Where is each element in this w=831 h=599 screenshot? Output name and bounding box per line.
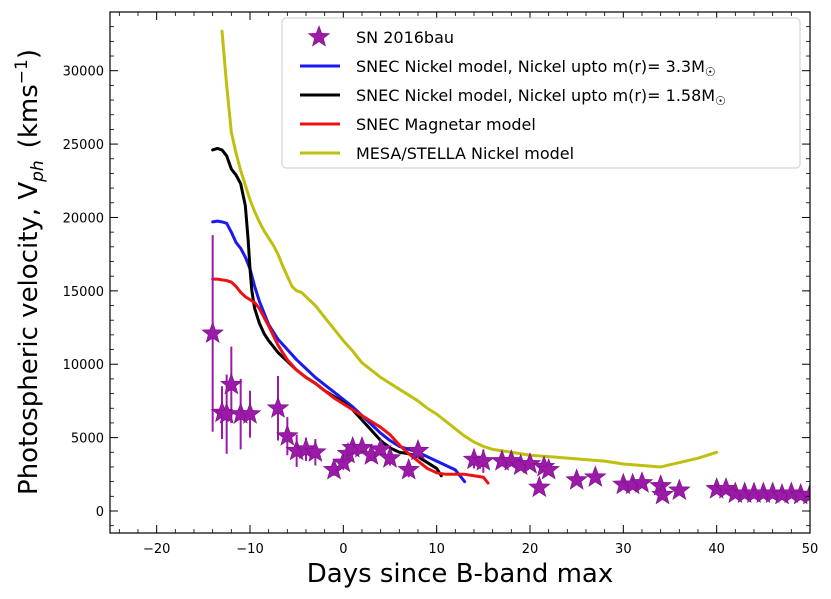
x-axis-title: Days since B-band max	[307, 559, 614, 589]
y-tick-label: 15000	[63, 285, 104, 300]
data-point-star	[630, 471, 654, 493]
y-tick-label: 5000	[71, 432, 104, 447]
data-point-star	[584, 465, 607, 487]
y-axis-title-main: Photospheric velocity, V	[14, 182, 44, 495]
data-point-star	[518, 452, 542, 474]
scatter-layer	[201, 235, 810, 505]
data-point-star	[537, 458, 560, 480]
x-tick-label: 0	[339, 542, 347, 557]
ticks-layer: −20 −10 0 10 20 30 40 50 0 5000 10000 15000 20000 250…	[63, 11, 819, 557]
y-tick-label: 0	[96, 505, 104, 520]
y-tick-label: 25000	[63, 138, 104, 153]
data-point-star	[528, 475, 551, 498]
y-tick-label: 20000	[63, 211, 104, 226]
data-point-star	[238, 402, 262, 424]
x-tick-label: 50	[802, 542, 819, 557]
y-tick-label: 30000	[63, 65, 104, 80]
y-axis-title-sub: ph	[28, 160, 48, 183]
y-axis-title-units-sup: −1	[12, 59, 32, 84]
x-tick-label: 10	[428, 542, 445, 557]
plot-frame	[109, 11, 811, 534]
x-tick-label: 30	[615, 542, 632, 557]
x-tick-label: −10	[236, 542, 263, 557]
y-axis-title-units: (kms	[14, 84, 44, 148]
data-point-star	[304, 440, 327, 462]
data-point-star	[668, 478, 691, 501]
data-point-star	[369, 437, 392, 459]
data-point-star	[266, 396, 290, 418]
x-tick-label: 20	[522, 542, 539, 557]
data-point-star	[201, 321, 224, 343]
y-tick-label: 10000	[63, 358, 104, 373]
data-point-star	[651, 482, 674, 505]
y-axis-title-units-close: )	[14, 49, 44, 59]
data-point-star	[220, 372, 243, 395]
data-point-star	[276, 424, 299, 446]
legend-label: SN 2016bau	[356, 28, 454, 47]
data-point-star	[798, 482, 810, 505]
data-point-star	[565, 468, 588, 490]
y-axis-title: Photospheric velocity, Vph (kms−1)	[12, 49, 48, 495]
series-line	[211, 277, 490, 485]
legend-marker-star	[307, 25, 331, 47]
legend: SN 2016bau SNEC Nickel model, Nickel upto…	[281, 17, 801, 169]
x-tick-label: 40	[708, 542, 725, 557]
data-point-star	[397, 458, 420, 480]
series-line	[220, 29, 719, 469]
x-tick-label: −20	[143, 542, 170, 557]
legend-label: SNEC Nickel model, Nickel upto m(r)= 3.3…	[356, 57, 716, 79]
legend-label: MESA/STELLA Nickel model	[356, 144, 574, 163]
legend-label: SNEC Magnetar model	[356, 115, 536, 134]
data-point-star	[406, 438, 430, 461]
legend-label: SNEC Nickel model, Nickel upto m(r)= 1.5…	[356, 86, 726, 108]
legend-box	[281, 17, 801, 169]
data-point-star	[378, 446, 402, 468]
